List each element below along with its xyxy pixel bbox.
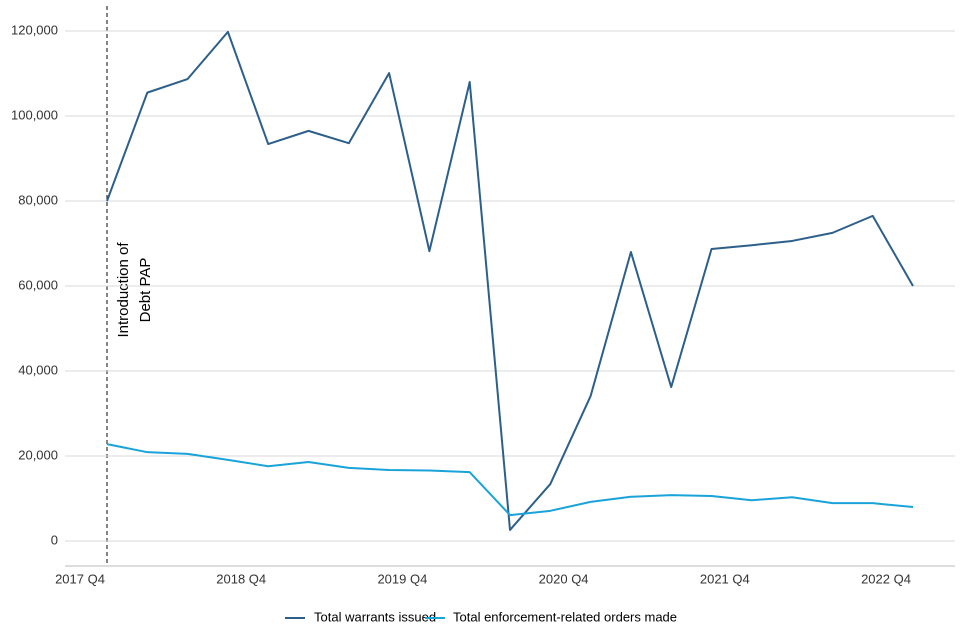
y-tick-label: 40,000 [18, 362, 58, 377]
x-tick-label: 2018 Q4 [216, 571, 266, 586]
x-tick-label: 2022 Q4 [861, 571, 911, 586]
y-tick-label: 120,000 [11, 22, 58, 37]
y-tick-label: 60,000 [18, 277, 58, 292]
y-tick-label: 0 [51, 532, 58, 547]
y-tick-label: 20,000 [18, 447, 58, 462]
legend-label: Total enforcement-related orders made [453, 609, 677, 624]
annotation: Debt PAP [137, 258, 154, 323]
x-tick-label: 2019 Q4 [377, 571, 427, 586]
y-tick-label: 80,000 [18, 192, 58, 207]
legend-label: Total warrants issued [314, 609, 436, 624]
x-tick-label: 2017 Q4 [55, 571, 105, 586]
line [106, 443, 914, 517]
x-tick-label: 2021 Q4 [700, 571, 750, 586]
annotation: Introduction of [115, 242, 132, 338]
y-tick-label: 100,000 [11, 107, 58, 122]
x-tick-label: 2020 Q4 [539, 571, 589, 586]
line [106, 30, 914, 531]
